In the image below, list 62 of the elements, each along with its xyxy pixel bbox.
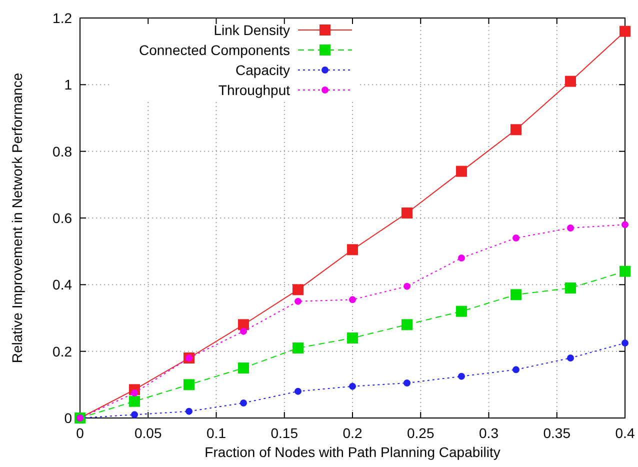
legend-key: Capacity [236,62,352,78]
point [565,282,576,294]
point [402,319,412,330]
point [129,396,140,407]
legend-label: Throughput [218,82,290,98]
point [402,208,412,218]
point [349,382,356,390]
x-tick-label: 0.05 [134,425,162,441]
legend-label: Link Density [214,22,290,38]
point [510,289,522,300]
x-axis-title: Fraction of Nodes with Path Planning Capability [204,444,500,460]
point [238,362,249,374]
point [510,124,522,136]
legend-key: Link Density [214,22,352,38]
y-tick-label: 0.4 [52,276,72,293]
point [512,366,520,374]
point [184,379,194,390]
point [458,254,465,262]
point [567,224,574,232]
point [456,166,467,177]
x-tick-label: 0 [76,425,84,441]
point [294,388,302,395]
point [131,411,138,418]
y-tick-label: 1.2 [52,10,72,26]
point [349,296,356,304]
legend-label: Connected Components [139,42,290,58]
point [240,400,247,406]
point [292,284,304,296]
y-tick-label: 0 [64,410,72,426]
point [567,354,574,362]
y-tick-label: 0.2 [52,343,72,360]
point [347,244,358,256]
y-tick-label: 1 [64,76,72,93]
point [458,372,465,380]
y-axis-title: Relative Improvement in Network Performance [9,72,25,364]
point [238,319,249,330]
x-tick-label: 0.1 [206,425,226,441]
point [565,76,576,87]
x-tick-label: 0.35 [543,425,571,441]
point [620,266,630,277]
y-tick-label: 0.6 [52,210,72,226]
point [240,328,247,335]
point [186,408,192,415]
point [347,332,358,344]
legend-key: Connected Components [139,42,352,58]
point [512,234,520,242]
x-tick-label: 0.2 [342,425,362,441]
y-tick-label: 0.8 [52,143,72,160]
point [456,306,467,317]
point [292,342,304,354]
x-tick-label: 0.4 [615,425,635,441]
point [620,26,630,37]
x-tick-label: 0.25 [407,425,434,441]
point [622,221,628,228]
legend-label: Capacity [236,62,290,78]
point [404,282,410,290]
x-tick-label: 0.15 [270,425,298,441]
x-tick-label: 0.3 [479,425,499,441]
legend-key: Throughput [218,82,352,98]
point [294,298,302,305]
point [622,340,628,346]
point [404,380,410,386]
